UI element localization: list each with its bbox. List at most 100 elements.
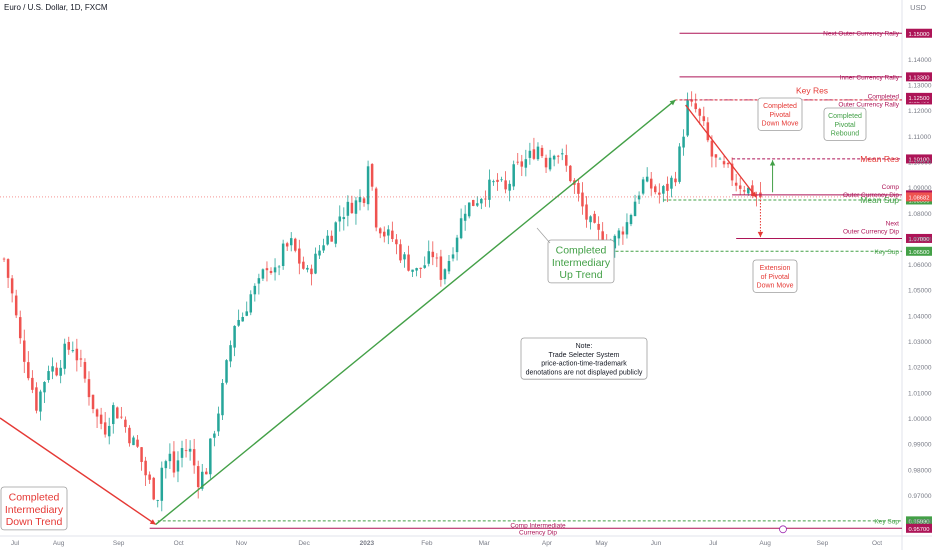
pivotal-down-annotation-box bbox=[757, 97, 803, 131]
candle-body bbox=[310, 268, 313, 275]
candle-body bbox=[742, 190, 746, 192]
candle-body bbox=[257, 278, 261, 284]
x-tick-label: Apr bbox=[542, 540, 553, 547]
x-tick-label: Dec bbox=[298, 540, 310, 547]
candle-body bbox=[451, 254, 455, 259]
candle-body bbox=[253, 285, 257, 295]
candle-body bbox=[391, 230, 394, 240]
y-tick-label: 0.99000 bbox=[908, 442, 932, 449]
candle-body bbox=[39, 391, 42, 412]
candle-body bbox=[221, 383, 224, 416]
candle-body bbox=[330, 235, 333, 242]
extension-arrowhead bbox=[757, 231, 764, 238]
candle-body bbox=[710, 140, 714, 157]
candle-body bbox=[374, 188, 378, 228]
candle-body bbox=[552, 155, 556, 160]
candle-body bbox=[156, 500, 160, 501]
uptrend-line bbox=[155, 99, 676, 525]
x-tick-label: Nov bbox=[236, 540, 248, 547]
candle-body bbox=[273, 267, 277, 273]
candle-body bbox=[14, 295, 18, 316]
downtrend-annotation-text: Intermediary bbox=[5, 504, 64, 516]
candle-body bbox=[617, 230, 621, 239]
candle-body bbox=[641, 179, 645, 194]
price-level-tag-text: 1.07000 bbox=[909, 237, 930, 243]
candle-body bbox=[383, 231, 386, 237]
candle-body bbox=[654, 186, 657, 193]
candle-body bbox=[322, 245, 325, 251]
level-label-comp-outer-dip: Outer Currency Dip bbox=[843, 192, 899, 199]
x-tick-label: Jul bbox=[709, 540, 718, 547]
candle-body bbox=[160, 467, 164, 501]
candle-body bbox=[516, 161, 519, 163]
candle-body bbox=[662, 186, 665, 194]
x-tick-label: Feb bbox=[421, 540, 433, 547]
candle-body bbox=[237, 319, 240, 326]
candle-body bbox=[140, 447, 143, 462]
candle-body bbox=[512, 164, 515, 187]
candle-body bbox=[172, 451, 176, 473]
uptrend-annotation-pointer bbox=[536, 227, 551, 244]
x-tick-label: Aug bbox=[759, 540, 771, 547]
x-tick-label: Oct bbox=[872, 540, 882, 547]
candle-body bbox=[544, 157, 548, 168]
uptrend-annotation-box bbox=[547, 239, 615, 284]
candle-body bbox=[136, 439, 139, 447]
note-annotation-text: Trade Selecter System bbox=[549, 352, 620, 359]
pivotal-rebound-annotation: Completed Pivotal Rebound bbox=[823, 107, 867, 141]
candle-body bbox=[411, 269, 414, 272]
price-level-tag-text: 1.06500 bbox=[909, 250, 930, 256]
candle-body bbox=[107, 425, 111, 437]
pivotal-rebound-annotation-text: Pivotal bbox=[834, 122, 855, 129]
uptrend-arrowhead bbox=[669, 99, 676, 106]
chart-title: Euro / U.S. Dollar, 1D, FXCM bbox=[4, 3, 108, 12]
extension-annotation-box bbox=[752, 259, 798, 293]
downtrend-annotation-text: Completed bbox=[9, 492, 60, 504]
y-tick-label: 1.01000 bbox=[908, 390, 932, 397]
candle-body bbox=[91, 394, 95, 410]
candle-body bbox=[18, 317, 22, 339]
price-level-tag-text: 1.12500 bbox=[909, 96, 930, 102]
candle-body bbox=[540, 147, 544, 157]
candle-body bbox=[439, 256, 443, 280]
y-tick-label: 1.02000 bbox=[908, 365, 932, 372]
candle-body bbox=[350, 202, 354, 214]
candle-body bbox=[176, 460, 180, 472]
candlestick-series bbox=[2, 91, 762, 512]
candle-body bbox=[476, 203, 479, 206]
candle-body bbox=[378, 228, 382, 234]
pivotal-down-annotation-text: Down Move bbox=[762, 121, 799, 128]
candle-body bbox=[192, 449, 196, 466]
candle-body bbox=[734, 182, 738, 186]
candle-body bbox=[597, 223, 600, 230]
level-label-mean-sup: Mean Sup bbox=[860, 195, 899, 205]
level-label-key-sup-lower: Key Sup bbox=[874, 518, 899, 525]
candle-body bbox=[702, 116, 706, 122]
candle-body bbox=[277, 266, 281, 268]
candle-body bbox=[213, 433, 216, 438]
candle-body bbox=[726, 163, 730, 165]
candle-body bbox=[467, 202, 471, 217]
candle-body bbox=[471, 199, 475, 206]
price-levels: 1.150001.133001.124001.101001.087001.085… bbox=[0, 28, 932, 536]
y-tick-label: 1.13000 bbox=[908, 83, 932, 90]
y-tick-label: 1.14000 bbox=[908, 57, 932, 64]
candle-body bbox=[144, 460, 147, 476]
candle-body bbox=[678, 146, 681, 182]
pivotal-down-line bbox=[685, 104, 757, 198]
uptrend-annotation-text: Up Trend bbox=[559, 269, 602, 281]
candle-body bbox=[285, 243, 289, 247]
candle-body bbox=[625, 222, 629, 235]
candle-body bbox=[560, 153, 564, 155]
candle-body bbox=[536, 146, 540, 160]
candle-body bbox=[47, 371, 50, 381]
candle-body bbox=[556, 155, 560, 157]
candle-body bbox=[738, 185, 742, 189]
candle-body bbox=[112, 405, 115, 425]
candle-body bbox=[334, 222, 337, 244]
candle-body bbox=[399, 244, 402, 261]
